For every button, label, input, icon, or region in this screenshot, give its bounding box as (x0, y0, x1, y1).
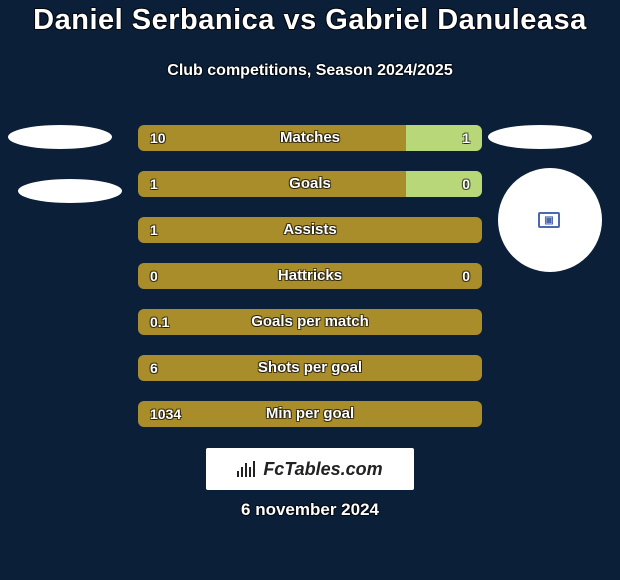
player1-avatar-top-icon (8, 125, 112, 149)
brand-badge: FcTables.com (206, 448, 414, 490)
stat-label: Matches (138, 125, 482, 151)
footer-date: 6 november 2024 (0, 500, 620, 520)
stat-label: Goals (138, 171, 482, 197)
stat-label: Min per goal (138, 401, 482, 427)
page-subtitle: Club competitions, Season 2024/2025 (0, 62, 620, 80)
stat-bar-row: 1034Min per goal (138, 401, 482, 427)
brand-logo-icon (237, 461, 257, 477)
brand-text: FcTables.com (263, 459, 382, 480)
stat-label: Hattricks (138, 263, 482, 289)
stat-label: Goals per match (138, 309, 482, 335)
stat-bar-row: 00Hattricks (138, 263, 482, 289)
stat-bar-row: 0.1Goals per match (138, 309, 482, 335)
page-title: Daniel Serbanica vs Gabriel Danuleasa (0, 4, 620, 37)
stat-bar-row: 101Matches (138, 125, 482, 151)
stat-label: Assists (138, 217, 482, 243)
comparison-card: Daniel Serbanica vs Gabriel Danuleasa Cl… (0, 0, 620, 580)
stat-bar-row: 6Shots per goal (138, 355, 482, 381)
stat-label: Shots per goal (138, 355, 482, 381)
player1-avatar-bottom-icon (18, 179, 122, 203)
player2-avatar-top-icon (488, 125, 592, 149)
stat-bar-row: 10Goals (138, 171, 482, 197)
player2-avatar-circle-icon: ▣ (498, 168, 602, 272)
stats-bar-list: 101Matches 10Goals 1Assists 00Hattricks 0.1G… (138, 125, 482, 447)
player2-jersey-chip-icon: ▣ (538, 212, 560, 228)
stat-bar-row: 1Assists (138, 217, 482, 243)
